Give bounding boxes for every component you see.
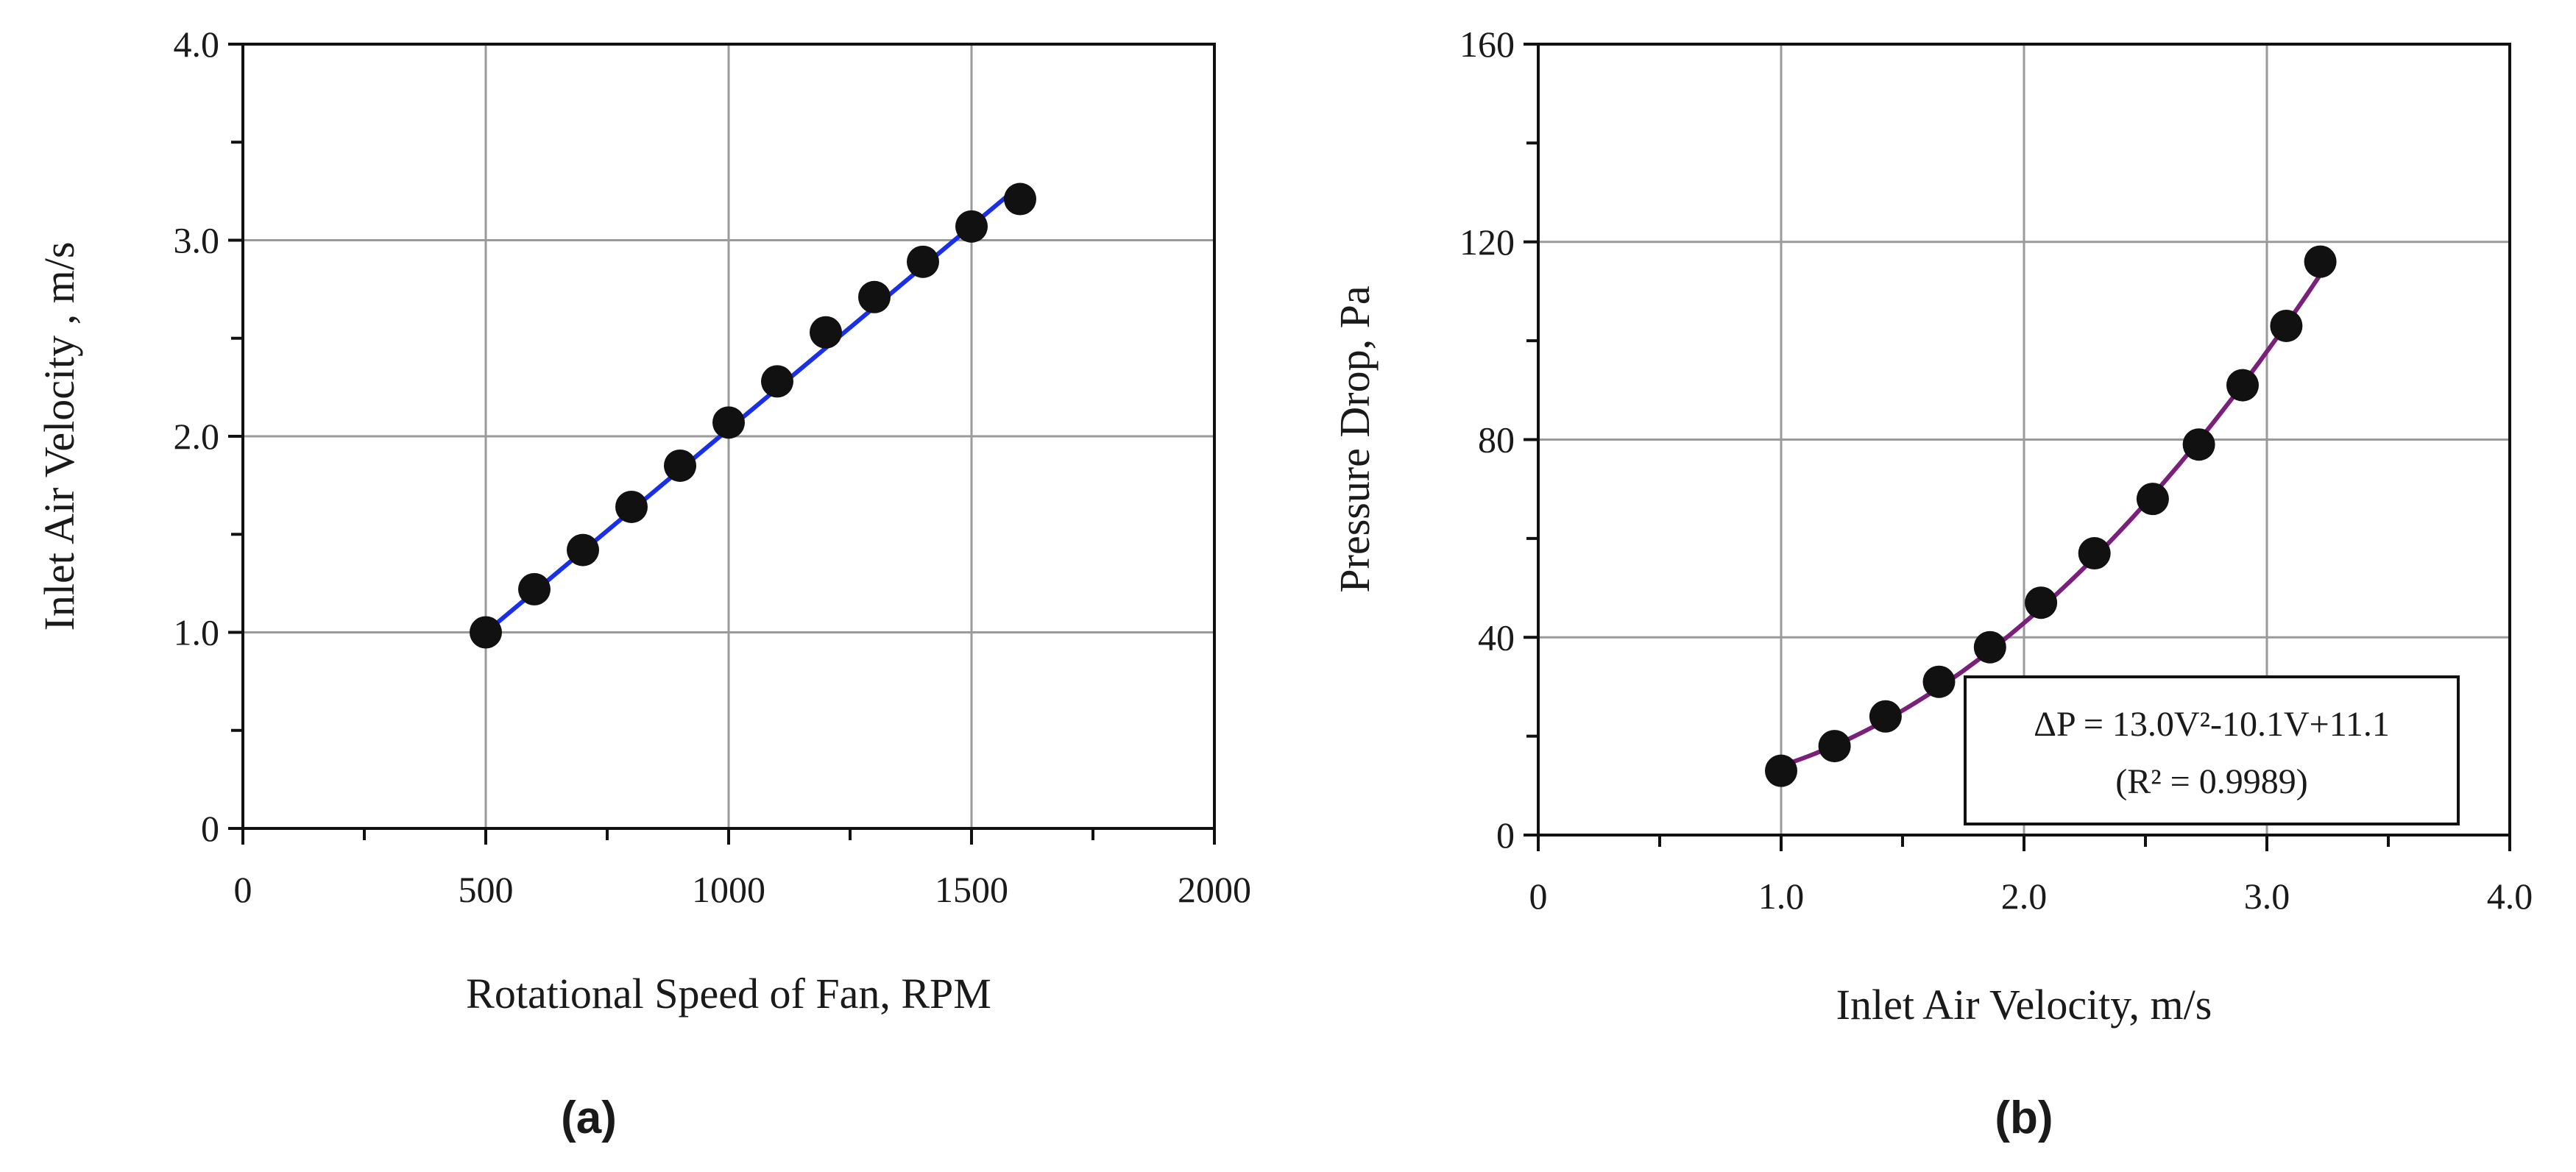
data-point <box>2078 537 2111 570</box>
panel-a-x-tick-label: 2000 <box>1178 869 1251 910</box>
panel-b-x-tick-label: 2.0 <box>2001 876 2048 917</box>
data-point <box>761 365 793 398</box>
data-point <box>1922 665 1956 698</box>
data-point <box>615 490 648 523</box>
panel-b-x-tick-label: 1.0 <box>1758 876 1805 917</box>
panel-a-x-tick-labels: 0 500 1000 1500 2000 <box>234 869 1252 910</box>
panel-b-x-tick-labels: 0 1.0 2.0 3.0 4.0 <box>1529 876 2533 917</box>
panel-b-y-tick-label: 0 <box>1496 814 1515 856</box>
data-point <box>955 210 988 243</box>
panel-b-label: (b) <box>1995 1093 2053 1143</box>
panel-a-y-tick-label: 2.0 <box>174 416 220 457</box>
panel-a-x-axis-title: Rotational Speed of Fan, RPM <box>466 970 991 1017</box>
panel-a-plot-frame <box>241 43 1216 830</box>
panel-a: 0 500 1000 1500 2000 0 1.0 2.0 3.0 4.0 Rotationa… <box>35 24 1251 1143</box>
panel-b-x-tick-label: 4.0 <box>2487 876 2533 917</box>
panel-a-y-tick-labels: 0 1.0 2.0 3.0 4.0 <box>174 24 220 849</box>
panel-b-x-axis-title: Inlet Air Velocity, m/s <box>1836 981 2212 1029</box>
linear-fit-line <box>484 183 1022 634</box>
panel-b-y-tick-labels: 0 40 80 120 160 <box>1459 24 1515 856</box>
data-point <box>1818 730 1851 763</box>
panel-a-y-tick-label: 1.0 <box>174 612 220 653</box>
equation-box-border <box>1964 675 2460 825</box>
panel-a-markers <box>470 182 1036 649</box>
data-point <box>2136 483 2169 516</box>
data-point <box>907 245 939 278</box>
panel-a-y-tick-label: 3.0 <box>174 220 220 261</box>
panel-a-y-tick-label: 4.0 <box>174 24 220 65</box>
panel-b-y-tick-label: 160 <box>1459 24 1515 65</box>
data-point <box>518 572 551 605</box>
equation-text: ΔP = 13.0V²-10.1V+11.1 <box>2034 705 2390 744</box>
panel-a-label: (a) <box>561 1093 617 1143</box>
data-point <box>2304 245 2337 278</box>
data-point <box>712 406 745 439</box>
data-point <box>1973 631 2006 664</box>
panel-a-y-axis-title: Inlet Air Velocity , m/s <box>35 242 83 631</box>
r-squared-text: (R² = 0.9989) <box>2115 762 2307 801</box>
data-point <box>810 316 842 349</box>
data-point <box>858 280 891 313</box>
panel-b-markers <box>1765 245 2337 787</box>
panel-b-equation-box: ΔP = 13.0V²-10.1V+11.1 (R² = 0.9989) <box>1964 675 2460 825</box>
panel-b-x-tick-label: 0 <box>1529 876 1548 917</box>
panel-b-y-tick-label: 120 <box>1459 221 1515 263</box>
panel-b-minor-ticks <box>1524 43 2511 851</box>
panel-b-x-tick-label: 3.0 <box>2244 876 2290 917</box>
data-point <box>664 449 696 482</box>
panel-a-x-tick-label: 500 <box>459 869 514 910</box>
panel-a-minor-ticks <box>228 43 1216 845</box>
data-point <box>567 533 599 567</box>
panel-a-y-tick-label: 0 <box>201 808 219 849</box>
panel-b: 0 1.0 2.0 3.0 4.0 0 40 80 120 160 ΔP = 13.0V²-10… <box>1331 24 2533 1143</box>
data-point <box>1004 182 1036 216</box>
panel-a-x-tick-label: 1000 <box>692 869 765 910</box>
data-point <box>2226 369 2259 402</box>
data-point <box>2270 309 2303 342</box>
data-point <box>1869 700 1902 733</box>
panel-b-y-tick-label: 40 <box>1478 617 1515 658</box>
data-point <box>2182 428 2215 461</box>
panel-b-y-tick-label: 80 <box>1478 419 1515 461</box>
panel-a-x-tick-label: 0 <box>234 869 252 910</box>
panel-b-y-axis-title: Pressure Drop, Pa <box>1331 285 1379 592</box>
data-point <box>470 616 502 649</box>
data-point <box>1765 754 1797 787</box>
panel-a-fit-line <box>484 183 1022 634</box>
data-point <box>2025 586 2058 619</box>
panel-a-x-tick-label: 1500 <box>935 869 1008 910</box>
panel-b-plot-frame <box>1537 43 2511 837</box>
